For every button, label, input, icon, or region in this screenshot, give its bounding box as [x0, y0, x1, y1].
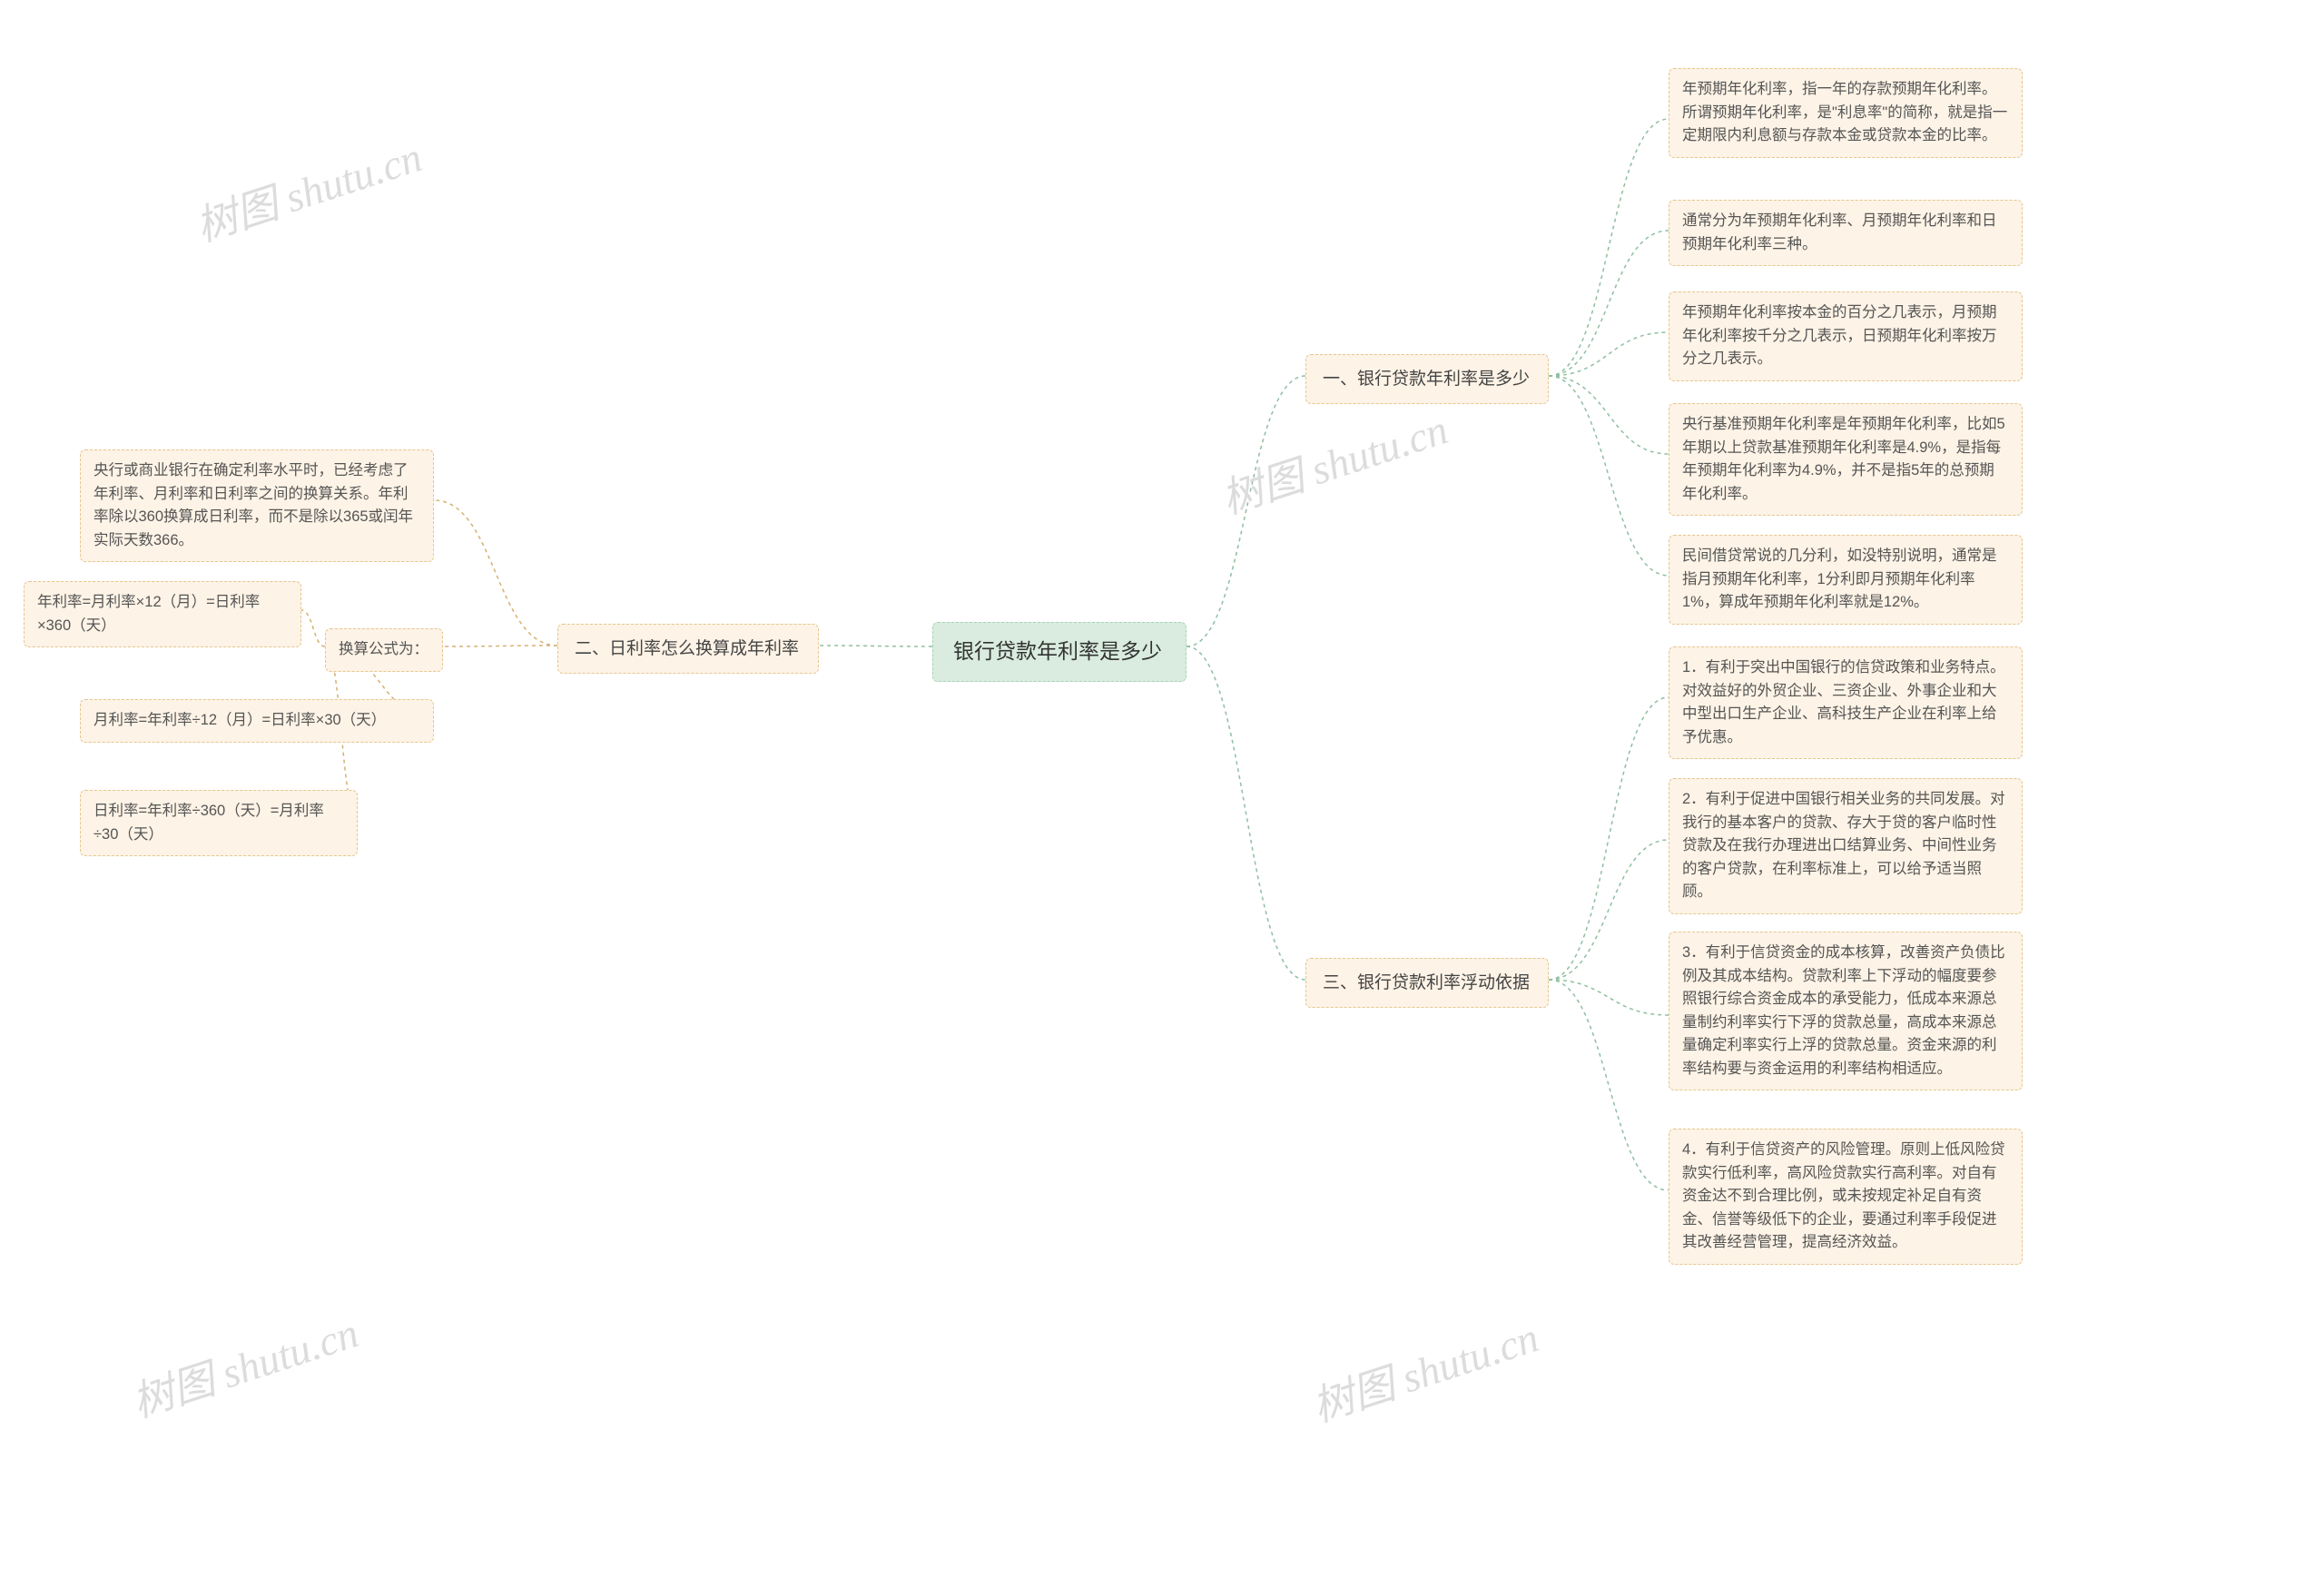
branch-node-b1[interactable]: 一、银行贷款年利率是多少	[1305, 354, 1549, 404]
leaf-node-b1-1[interactable]: 通常分为年预期年化利率、月预期年化利率和日预期年化利率三种。	[1669, 200, 2023, 266]
root-node[interactable]: 银行贷款年利率是多少	[932, 622, 1187, 682]
leaf-node-b1-2[interactable]: 年预期年化利率按本金的百分之几表示，月预期年化利率按千分之几表示，日预期年化利率…	[1669, 291, 2023, 381]
watermark-3: 树图 shutu.cn	[1304, 1305, 1545, 1435]
watermark-0: 树图 shutu.cn	[187, 124, 428, 254]
leaf-node-b3-3[interactable]: 4．有利于信贷资产的风险管理。原则上低风险贷款实行低利率，高风险贷款实行高利率。…	[1669, 1129, 2023, 1265]
leaf-node-b1-4[interactable]: 民间借贷常说的几分利，如没特别说明，通常是指月预期年化利率，1分利即月预期年化利…	[1669, 535, 2023, 625]
leaf-node-b3-0[interactable]: 1．有利于突出中国银行的信贷政策和业务特点。对效益好的外贸企业、三资企业、外事企…	[1669, 646, 2023, 759]
leaf-node-b2-1-2[interactable]: 日利率=年利率÷360（天）=月利率÷30（天）	[80, 790, 358, 856]
leaf-node-b3-1[interactable]: 2．有利于促进中国银行相关业务的共同发展。对我行的基本客户的贷款、存大于贷的客户…	[1669, 778, 2023, 914]
leaf-node-b1-0[interactable]: 年预期年化利率，指一年的存款预期年化利率。所谓预期年化利率，是"利息率"的简称，…	[1669, 68, 2023, 158]
leaf-node-b1-3[interactable]: 央行基准预期年化利率是年预期年化利率，比如5年期以上贷款基准预期年化利率是4.9…	[1669, 403, 2023, 516]
leaf-node-b2-1-0[interactable]: 年利率=月利率×12（月）=日利率×360（天）	[24, 581, 301, 647]
branch-node-b2[interactable]: 二、日利率怎么换算成年利率	[557, 624, 819, 674]
leaf-node-b3-2[interactable]: 3．有利于信贷资金的成本核算，改善资产负债比例及其成本结构。贷款利率上下浮动的幅…	[1669, 932, 2023, 1090]
watermark-1: 树图 shutu.cn	[1213, 397, 1454, 527]
leaf-node-b2-0[interactable]: 央行或商业银行在确定利率水平时，已经考虑了年利率、月利率和日利率之间的换算关系。…	[80, 449, 434, 562]
branch-node-b3[interactable]: 三、银行贷款利率浮动依据	[1305, 958, 1549, 1008]
watermark-2: 树图 shutu.cn	[123, 1300, 365, 1430]
leaf-node-b2-1-1[interactable]: 月利率=年利率÷12（月）=日利率×30（天）	[80, 699, 434, 743]
leaf-node-b2-1[interactable]: 换算公式为：	[325, 628, 443, 672]
